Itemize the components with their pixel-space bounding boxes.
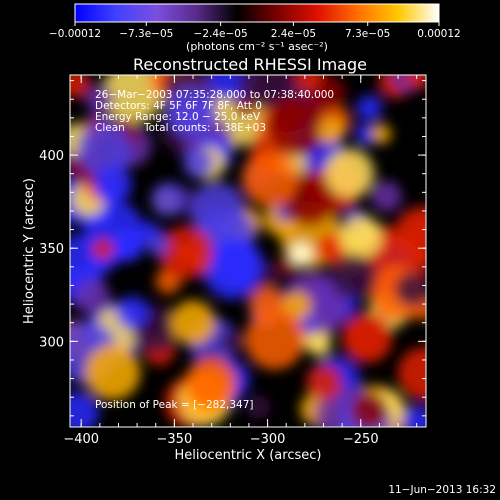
heatmap-blob — [325, 148, 375, 198]
heatmap-blob — [315, 233, 346, 264]
heatmap-blob — [185, 356, 238, 409]
heatmap-blob — [342, 312, 393, 364]
colorbar-tick-label: −7.3e−05 — [119, 28, 173, 40]
time-range-annotation: 26−Mar−2003 07:35:28.000 to 07:38:40.000 — [95, 89, 334, 101]
heatmap-blob — [397, 347, 426, 401]
heatmap-blob — [395, 272, 426, 307]
heatmap-blob — [146, 233, 170, 257]
energy-range-annotation: Energy Range: 12.0 − 25.0 keV — [95, 111, 261, 123]
heatmap-blob — [246, 395, 270, 419]
heatmap-blob — [370, 180, 402, 212]
heatmap-blob — [74, 278, 111, 316]
colorbar-tick-label: −2.4e−05 — [194, 28, 248, 40]
heatmap-blob — [339, 215, 383, 259]
footer-date: 11−Jun−2013 16:32 — [388, 484, 496, 496]
heatmap-blob — [174, 242, 199, 267]
x-tick-label: −300 — [250, 432, 286, 447]
heatmap-peak — [289, 241, 314, 266]
heatmap-blob — [218, 211, 256, 249]
x-tick-label: −400 — [63, 432, 99, 447]
heatmap-blob — [182, 147, 214, 179]
chart-title: Reconstructed RHESSI Image — [133, 55, 367, 74]
clean-annotation: Clean — [95, 122, 125, 134]
heatmap-blob — [371, 123, 392, 144]
y-axis-label: Heliocentric Y (arcsec) — [22, 178, 37, 324]
heatmap-blob — [293, 75, 323, 91]
colorbar-tick-label: −0.00012 — [49, 28, 101, 40]
heatmap-blob — [151, 182, 186, 217]
plot-frame — [69, 74, 427, 428]
heatmap-blob — [219, 330, 243, 353]
heatmap-blob — [402, 405, 426, 427]
heatmap-blob — [102, 75, 164, 124]
heatmap-image — [70, 75, 426, 427]
heatmap-blob — [244, 309, 305, 370]
x-tick-label: −350 — [157, 432, 193, 447]
heatmap-blob — [165, 86, 217, 137]
peak-position-annotation: Position of Peak = [−282,347] — [95, 399, 254, 411]
y-tick-label: 400 — [39, 149, 64, 164]
heatmap-blob — [70, 75, 91, 99]
heatmap-blob — [242, 151, 298, 207]
heatmap-blob — [108, 228, 143, 262]
heatmap-blob — [93, 164, 133, 204]
heatmap-blob — [84, 344, 141, 401]
colorbar-ticks: −0.00012 −7.3e−05 −2.4e−05 2.4e−05 7.3e−05 0.… — [49, 22, 461, 40]
y-tick-label: 350 — [39, 242, 64, 257]
y-tick-label: 300 — [39, 335, 64, 350]
heatmap-blob — [306, 364, 342, 400]
heatmap-blob — [265, 96, 326, 157]
heatmap-blob — [354, 123, 377, 146]
total-counts-annotation: Total counts: 1.38E+03 — [143, 122, 266, 134]
x-axis-label: Heliocentric X (arcsec) — [175, 448, 322, 463]
heatmap-blob — [76, 122, 133, 178]
colorbar — [74, 3, 440, 23]
heatmap-blob — [212, 238, 263, 289]
heatmap-blob — [92, 238, 114, 260]
heatmap-blob — [70, 391, 99, 427]
heatmap-blob — [356, 95, 383, 122]
heatmap-blob — [406, 75, 426, 89]
colorbar-tick-label: 7.3e−05 — [345, 28, 390, 40]
x-axis-ticks: −400 −350 −300 −250 — [63, 75, 418, 447]
x-tick-label: −250 — [343, 432, 379, 447]
colorbar-tick-label: 0.00012 — [417, 28, 460, 40]
heatmap-blob — [85, 84, 114, 114]
heatmap-blob — [170, 300, 216, 346]
heatmap-blob — [317, 118, 344, 145]
y-axis-ticks: 300 350 400 — [39, 80, 426, 417]
heatmap-blob — [282, 291, 312, 320]
colorbar-unit-label: (photons cm⁻² s⁻¹ asec⁻²) — [186, 40, 328, 53]
heatmap-blob — [330, 253, 377, 300]
heatmap-blob — [307, 332, 332, 357]
detectors-annotation: Detectors: 4F 5F 6F 7F 8F, Att 0 — [95, 100, 262, 112]
heatmap-blob — [115, 295, 149, 329]
heatmap-blob — [350, 391, 389, 427]
colorbar-tick-label: 2.4e−05 — [271, 28, 316, 40]
